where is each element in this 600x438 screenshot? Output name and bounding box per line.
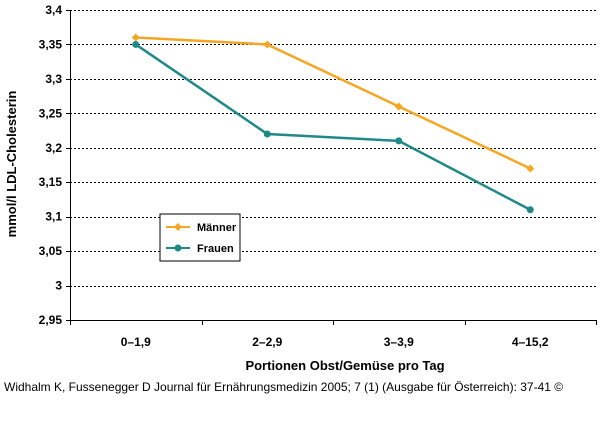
- x-tick-label: 3–3,9: [384, 335, 414, 349]
- line-chart: 2,95 3 3,05 3,1 3,15 3,2 3,25 3,3 3,35 3,4 0–1,9 2…: [4, 3, 597, 373]
- y-tick-label: 3,4: [45, 3, 62, 17]
- legend-label: Männer: [197, 222, 237, 234]
- data-point: [263, 40, 272, 49]
- data-point: [131, 33, 140, 42]
- y-tick-label: 3: [55, 279, 62, 293]
- legend-label: Frauen: [197, 243, 234, 255]
- y-tick-label: 3,35: [39, 37, 63, 51]
- legend-box: [159, 213, 241, 262]
- x-tick-label: 2–2,9: [252, 335, 282, 349]
- x-tick-label: 0–1,9: [121, 335, 151, 349]
- data-point: [174, 223, 182, 231]
- y-tick-label: 3,25: [39, 106, 63, 120]
- x-tick-labels: 0–1,9 2–2,9 3–3,9 4–15,2: [121, 335, 549, 349]
- y-tick-label: 2,95: [39, 313, 63, 327]
- x-tick-label: 4–15,2: [512, 335, 549, 349]
- data-point: [395, 137, 403, 145]
- y-tick-label: 3,2: [45, 141, 62, 155]
- series-m-nner: [131, 33, 535, 173]
- y-tick-label: 3,3: [45, 72, 62, 86]
- y-tick-label: 3,1: [45, 210, 62, 224]
- y-tick-label: 3,15: [39, 175, 63, 189]
- legend: Männer Frauen: [159, 213, 241, 262]
- y-tick-labels: 2,95 3 3,05 3,1 3,15 3,2 3,25 3,3 3,35 3,4: [39, 3, 63, 327]
- series-line: [135, 43, 531, 211]
- y-tick-label: 3,05: [39, 244, 63, 258]
- data-point: [174, 244, 182, 252]
- data-point: [394, 102, 403, 111]
- series-line: [135, 36, 531, 170]
- axes: [66, 10, 597, 325]
- y-axis-label: mmol/l LDL-Cholesterin: [4, 91, 19, 238]
- source-credit: Widhalm K, Fussenegger D Journal für Ern…: [4, 380, 564, 394]
- data-point: [526, 164, 535, 173]
- data-point: [526, 206, 534, 214]
- series-lines: [131, 33, 535, 214]
- data-point: [132, 40, 140, 48]
- data-point: [263, 130, 271, 138]
- x-axis-label: Portionen Obst/Gemüse pro Tag: [245, 358, 444, 373]
- series-frauen: [132, 40, 534, 214]
